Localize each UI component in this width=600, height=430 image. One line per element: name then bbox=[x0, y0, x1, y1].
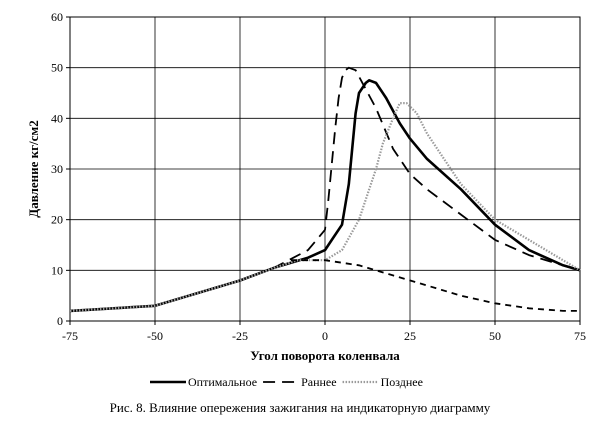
x-tick-label: -25 bbox=[232, 329, 248, 343]
series-line-extra bbox=[291, 259, 580, 312]
figure-caption: Рис. 8. Влияние опережения зажигания на … bbox=[109, 400, 491, 415]
pressure-chart: 0 10 20 30 40 50 60 -75 -50 -25 0 25 50 75 Угол поворо… bbox=[26, 10, 586, 389]
legend-label: Раннее bbox=[301, 375, 337, 389]
x-tick-label: -75 bbox=[62, 329, 78, 343]
y-tick-label: 0 bbox=[57, 314, 63, 328]
y-tick-label: 60 bbox=[51, 10, 63, 24]
y-axis-label: Давление кг/см2 bbox=[26, 120, 41, 218]
y-tick-label: 50 bbox=[51, 61, 63, 75]
y-tick-label: 40 bbox=[51, 111, 63, 125]
legend: Оптимальное Раннее Позднее bbox=[150, 375, 423, 389]
y-tick-label: 10 bbox=[51, 263, 63, 277]
series-line-2 bbox=[69, 66, 581, 312]
y-tick-label: 30 bbox=[51, 162, 63, 176]
x-tick-label: 75 bbox=[574, 329, 586, 343]
series-line-3 bbox=[69, 102, 581, 312]
x-tick-label: 50 bbox=[489, 329, 501, 343]
legend-label: Оптимальное bbox=[188, 375, 257, 389]
legend-label: Позднее bbox=[381, 375, 423, 389]
y-tick-label: 20 bbox=[51, 213, 63, 227]
x-tick-label: 25 bbox=[404, 329, 416, 343]
x-axis-label: Угол поворота коленвала bbox=[250, 348, 400, 363]
x-tick-label: 0 bbox=[322, 329, 328, 343]
x-tick-label: -50 bbox=[147, 329, 163, 343]
